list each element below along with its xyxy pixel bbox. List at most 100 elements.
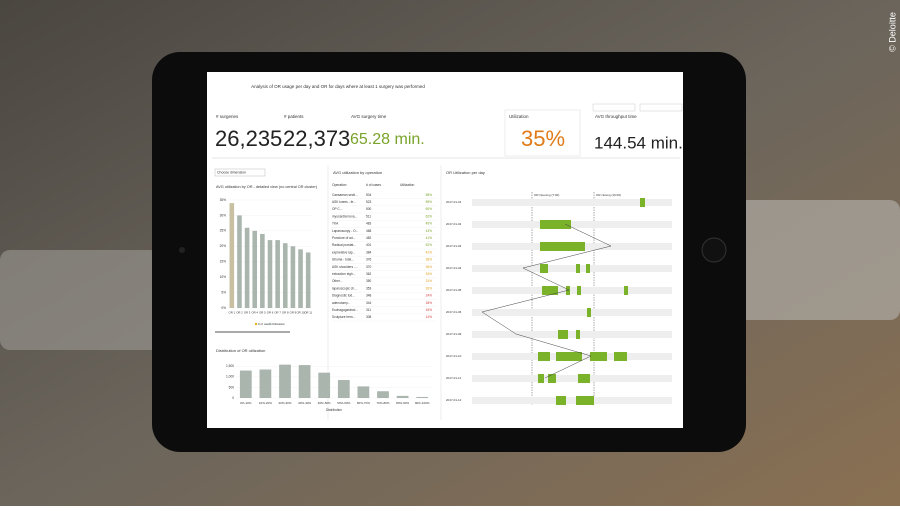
row-label: 2017-01-10: [446, 354, 462, 358]
y-tick-label: 5%: [221, 290, 226, 294]
bar: [416, 396, 429, 398]
bar: [318, 372, 331, 398]
marker-label: OR closing (16:00): [596, 193, 621, 197]
y-tick-label: 0%: [221, 306, 226, 310]
x-tick-label: 90%-100%: [415, 401, 430, 405]
table-cell: 45%: [426, 222, 433, 226]
gantt-bar: [624, 286, 628, 295]
table-cell: 43%: [426, 229, 433, 233]
row-label: 2017-01-05: [446, 288, 462, 292]
date-input[interactable]: [592, 103, 636, 112]
bar: [237, 215, 242, 308]
x-tick-label: OR 1: [229, 311, 236, 315]
table-cell: 483: [366, 222, 372, 226]
row-label: 2017-01-09: [446, 332, 462, 336]
table-cell: 42%: [426, 250, 433, 254]
table-cell: 482: [366, 236, 372, 240]
row-label: 2017-01-03: [446, 244, 462, 248]
gantt-bar: [542, 286, 558, 295]
gantt-bar: [590, 352, 607, 361]
gantt-bar: [556, 352, 582, 361]
x-tick-label: 20%-30%: [278, 401, 291, 405]
keyboard: [0, 250, 160, 350]
table-cell: Laparoscopy - O...: [332, 229, 358, 233]
row-band: [472, 375, 672, 382]
table-cell: 14%: [426, 315, 433, 319]
gantt-bar: [614, 352, 627, 361]
y-tick-label: 35%: [220, 198, 227, 202]
table-cell: 31%: [426, 279, 433, 283]
date-input[interactable]: [639, 103, 683, 112]
table-cell: TKA: [332, 222, 339, 226]
gantt-bar: [540, 220, 571, 229]
row-label: 2017-01-06: [446, 310, 462, 314]
table-cell: 41%: [426, 236, 433, 240]
bar: [252, 230, 258, 308]
bar: [298, 249, 303, 308]
scrollbar[interactable]: [215, 331, 290, 333]
bar: [337, 380, 350, 398]
home-button[interactable]: [701, 237, 727, 263]
gantt-bar: [540, 264, 548, 273]
bar: [259, 369, 272, 398]
y-tick-label: 1,000: [226, 375, 234, 379]
table-cell: 344: [366, 301, 372, 305]
row-band: [472, 287, 672, 294]
legend-label: # of cases: [258, 322, 272, 326]
x-tick-label: OR 9: [290, 311, 297, 315]
x-tick-label: OR 10: [296, 311, 305, 315]
row-label: 2017-01-11: [446, 376, 461, 380]
gantt-bar: [538, 352, 550, 361]
kpi-value: 35%: [521, 126, 565, 151]
x-tick-label: OR 5: [259, 311, 266, 315]
table-cell: 308: [366, 315, 372, 319]
bar: [298, 365, 311, 398]
table-cell: Caesarean secti...: [332, 193, 358, 197]
bar: [357, 386, 370, 398]
y-tick-label: 20%: [220, 244, 227, 248]
column-header: Utilization: [400, 183, 414, 187]
gantt-bar: [548, 374, 556, 383]
table-cell: 62%: [426, 214, 433, 218]
table-cell: 500: [366, 207, 372, 211]
table-cell: Diagnostic tod...: [332, 294, 355, 298]
table-cell: Radical prostat...: [332, 243, 356, 247]
table-cell: 60%: [426, 207, 433, 211]
gantt-bar: [577, 286, 581, 295]
row-label: 2017-01-01: [446, 200, 462, 204]
table-cell: 18%: [426, 301, 433, 305]
table-cell: Sculpture hem...: [332, 315, 355, 319]
bar: [290, 246, 296, 308]
gantt-line: [481, 223, 612, 379]
table-cell: OP C...: [332, 207, 343, 211]
table-cell: myocardial reva...: [332, 214, 357, 218]
table-cell: ASK knees - fe...: [332, 200, 356, 204]
kpi-label: AVG throughput time: [595, 114, 637, 119]
kpi-label: # patients: [284, 114, 304, 119]
dimension-select[interactable]: [214, 168, 266, 177]
table-cell: extraction eigh...: [332, 272, 356, 276]
table-cell: 370: [366, 265, 372, 269]
row-band: [472, 309, 672, 316]
bar: [260, 233, 265, 308]
table-cell: laparoscopic ch...: [332, 286, 357, 290]
legend-swatch: [268, 322, 272, 326]
camera: [179, 247, 185, 253]
kpi-label: Utilization: [509, 114, 529, 119]
x-tick-label: OR 7: [274, 311, 281, 315]
table-cell: Struma - total...: [332, 258, 354, 262]
table-cell: Other...: [332, 279, 343, 283]
y-tick-label: 15%: [220, 260, 227, 264]
table-cell: 36%: [426, 265, 433, 269]
bar: [282, 243, 288, 308]
title: Analysis of OR usage per day and OR for …: [251, 84, 425, 89]
gantt-bar: [586, 264, 590, 273]
dimension-select-label[interactable]: Choose dimension: [217, 170, 246, 174]
row-band: [472, 331, 672, 338]
bar: [244, 227, 250, 308]
row-label: 2017-01-02: [446, 222, 462, 226]
bar: [229, 203, 235, 308]
kpi-label: AVG surgery time: [351, 114, 387, 119]
gantt-bar: [558, 330, 568, 339]
bar: [396, 395, 409, 398]
